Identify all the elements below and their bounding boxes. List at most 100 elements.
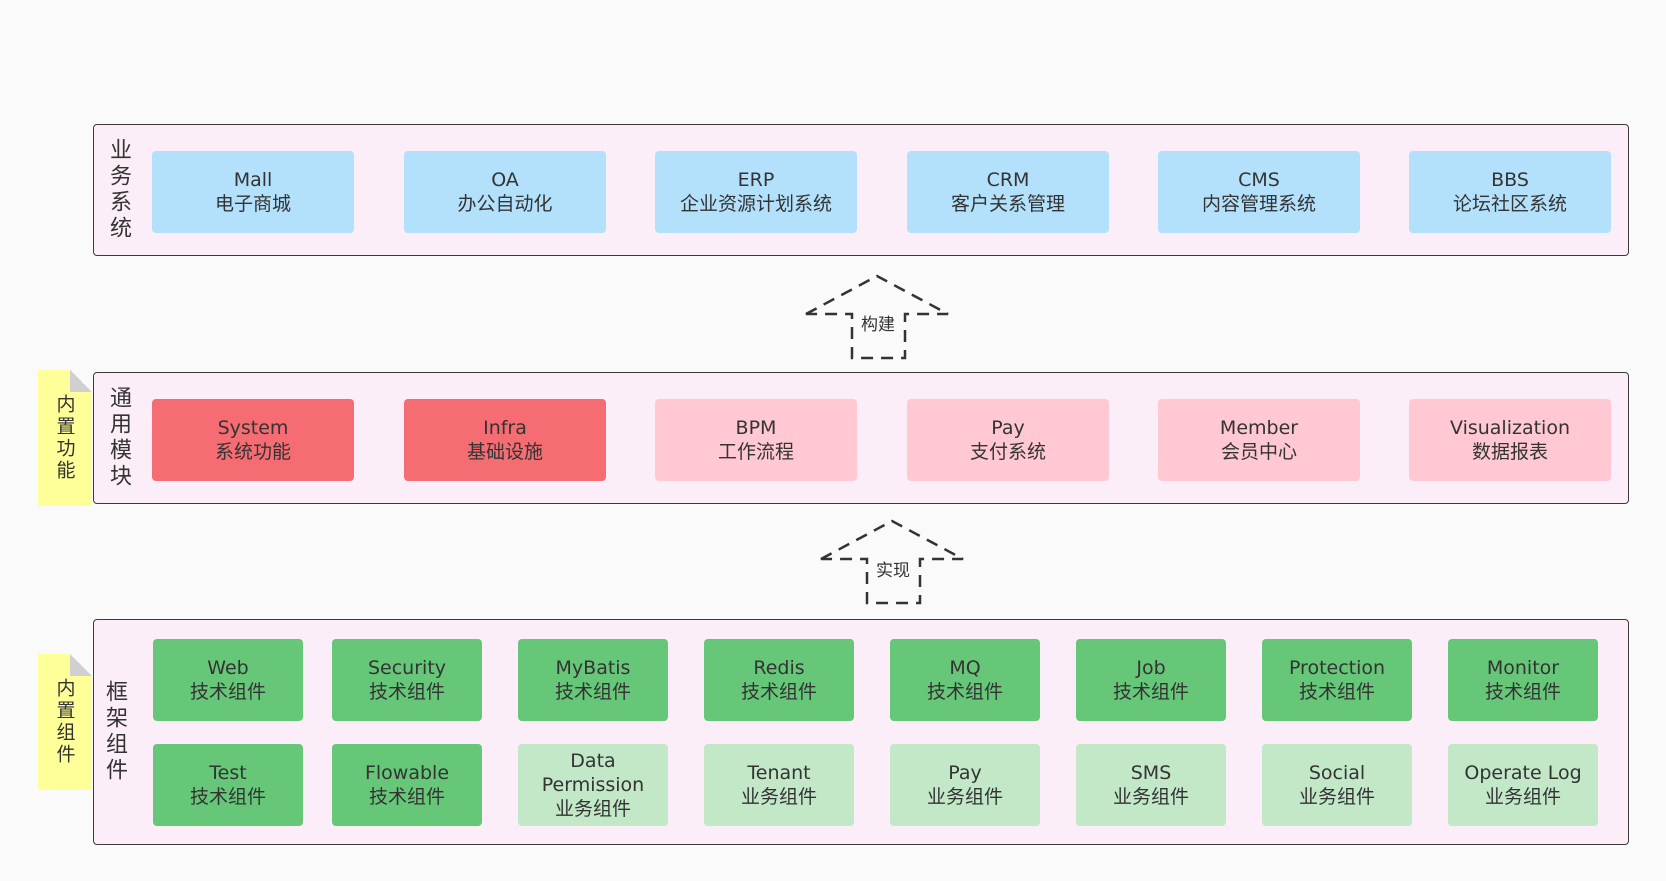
- oa-box[interactable]: OA 办公自动化: [404, 151, 606, 233]
- monitor-component-label: Monitor: [1486, 657, 1560, 679]
- builtin-feature-note-text: 内置功能: [53, 394, 76, 482]
- social-component-desc: 业务组件: [1298, 786, 1375, 808]
- bbs-desc: 论坛社区系统: [1452, 193, 1567, 215]
- protection-component-label: Protection: [1288, 657, 1386, 679]
- mall-desc: 电子商城: [214, 193, 291, 215]
- sms-component-label: SMS: [1130, 762, 1172, 784]
- operate-log-component-label: Operate Log: [1464, 762, 1582, 784]
- test-component-box[interactable]: Test 技术组件: [153, 744, 303, 826]
- member-desc: 会员中心: [1220, 441, 1297, 463]
- mybatis-component-box[interactable]: MyBatis 技术组件: [518, 639, 668, 721]
- infra-desc: 基础设施: [466, 441, 543, 463]
- redis-component-label: Redis: [753, 657, 805, 679]
- job-component-desc: 技术组件: [1112, 681, 1189, 703]
- bbs-label: BBS: [1491, 169, 1529, 191]
- bpm-label: BPM: [735, 417, 777, 439]
- pay-component-desc: 业务组件: [926, 786, 1003, 808]
- tenant-component-label: Tenant: [747, 762, 811, 784]
- cms-label: CMS: [1238, 169, 1280, 191]
- monitor-component-desc: 技术组件: [1484, 681, 1561, 703]
- job-component-label: Job: [1136, 657, 1166, 679]
- operate-log-component-box[interactable]: Operate Log 业务组件: [1448, 744, 1598, 826]
- builtin-feature-note: 内置功能: [38, 370, 92, 506]
- cms-desc: 内容管理系统: [1201, 193, 1316, 215]
- operate-log-component-desc: 业务组件: [1484, 786, 1561, 808]
- business-layer: 业务系统 Mall 电子商城 OA 办公自动化 ERP 企业资源计划系统 CRM…: [93, 124, 1629, 256]
- job-component-box[interactable]: Job 技术组件: [1076, 639, 1226, 721]
- bbs-box[interactable]: BBS 论坛社区系统: [1409, 151, 1611, 233]
- oa-desc: 办公自动化: [457, 193, 553, 215]
- data-permission-component-desc: 业务组件: [554, 798, 631, 820]
- visualization-box[interactable]: Visualization 数据报表: [1409, 399, 1611, 481]
- mq-component-label: MQ: [949, 657, 981, 679]
- visualization-desc: 数据报表: [1471, 441, 1548, 463]
- redis-component-desc: 技术组件: [740, 681, 817, 703]
- security-component-label: Security: [367, 657, 447, 679]
- module-layer: 通用模块 System 系统功能 Infra 基础设施 BPM 工作流程 Pay…: [93, 372, 1629, 504]
- web-component-box[interactable]: Web 技术组件: [153, 639, 303, 721]
- mybatis-component-desc: 技术组件: [554, 681, 631, 703]
- crm-label: CRM: [986, 169, 1030, 191]
- sms-component-desc: 业务组件: [1112, 786, 1189, 808]
- mq-component-desc: 技术组件: [926, 681, 1003, 703]
- web-component-label: Web: [207, 657, 249, 679]
- implement-arrow-label: 实现: [876, 561, 910, 581]
- security-component-desc: 技术组件: [368, 681, 445, 703]
- data-permission-component-box[interactable]: Data Permission 业务组件: [518, 744, 668, 826]
- pay-component-label: Pay: [948, 762, 982, 784]
- web-component-desc: 技术组件: [189, 681, 266, 703]
- protection-component-desc: 技术组件: [1298, 681, 1375, 703]
- note-fold-corner: [70, 370, 92, 392]
- build-arrow: [805, 274, 949, 360]
- sms-component-box[interactable]: SMS 业务组件: [1076, 744, 1226, 826]
- test-component-desc: 技术组件: [189, 786, 266, 808]
- build-arrow-label: 构建: [861, 315, 895, 335]
- infra-label: Infra: [483, 417, 527, 439]
- test-component-label: Test: [209, 762, 247, 784]
- oa-label: OA: [491, 169, 519, 191]
- erp-desc: 企业资源计划系统: [679, 193, 832, 215]
- cms-box[interactable]: CMS 内容管理系统: [1158, 151, 1360, 233]
- pay-module-desc: 支付系统: [969, 441, 1046, 463]
- builtin-component-note: 内置组件: [38, 654, 92, 790]
- bpm-box[interactable]: BPM 工作流程: [655, 399, 857, 481]
- security-component-box[interactable]: Security 技术组件: [332, 639, 482, 721]
- bpm-desc: 工作流程: [717, 441, 794, 463]
- mall-box[interactable]: Mall 电子商城: [152, 151, 354, 233]
- erp-box[interactable]: ERP 企业资源计划系统: [655, 151, 857, 233]
- data-permission-component-label: Data Permission: [541, 750, 645, 796]
- business-layer-title: 业务系统: [106, 138, 131, 242]
- social-component-label: Social: [1308, 762, 1366, 784]
- crm-desc: 客户关系管理: [950, 193, 1065, 215]
- pay-module-box[interactable]: Pay 支付系统: [907, 399, 1109, 481]
- mq-component-box[interactable]: MQ 技术组件: [890, 639, 1040, 721]
- crm-box[interactable]: CRM 客户关系管理: [907, 151, 1109, 233]
- system-box[interactable]: System 系统功能: [152, 399, 354, 481]
- builtin-component-note-text: 内置组件: [53, 678, 76, 766]
- tenant-component-desc: 业务组件: [740, 786, 817, 808]
- flowable-component-desc: 技术组件: [368, 786, 445, 808]
- pay-module-label: Pay: [991, 417, 1025, 439]
- erp-label: ERP: [737, 169, 775, 191]
- implement-arrow: [820, 519, 964, 605]
- protection-component-box[interactable]: Protection 技术组件: [1262, 639, 1412, 721]
- visualization-label: Visualization: [1449, 417, 1570, 439]
- infra-box[interactable]: Infra 基础设施: [404, 399, 606, 481]
- module-layer-title: 通用模块: [106, 386, 131, 490]
- flowable-component-label: Flowable: [364, 762, 450, 784]
- framework-layer-title: 框架组件: [102, 680, 127, 784]
- monitor-component-box[interactable]: Monitor 技术组件: [1448, 639, 1598, 721]
- pay-component-box[interactable]: Pay 业务组件: [890, 744, 1040, 826]
- framework-layer: 框架组件 Web 技术组件 Security 技术组件 MyBatis 技术组件…: [93, 619, 1629, 845]
- mybatis-component-label: MyBatis: [555, 657, 631, 679]
- redis-component-box[interactable]: Redis 技术组件: [704, 639, 854, 721]
- tenant-component-box[interactable]: Tenant 业务组件: [704, 744, 854, 826]
- note-fold-corner: [70, 654, 92, 676]
- flowable-component-box[interactable]: Flowable 技术组件: [332, 744, 482, 826]
- social-component-box[interactable]: Social 业务组件: [1262, 744, 1412, 826]
- member-label: Member: [1219, 417, 1299, 439]
- system-desc: 系统功能: [214, 441, 291, 463]
- system-label: System: [217, 417, 289, 439]
- member-box[interactable]: Member 会员中心: [1158, 399, 1360, 481]
- mall-label: Mall: [233, 169, 273, 191]
